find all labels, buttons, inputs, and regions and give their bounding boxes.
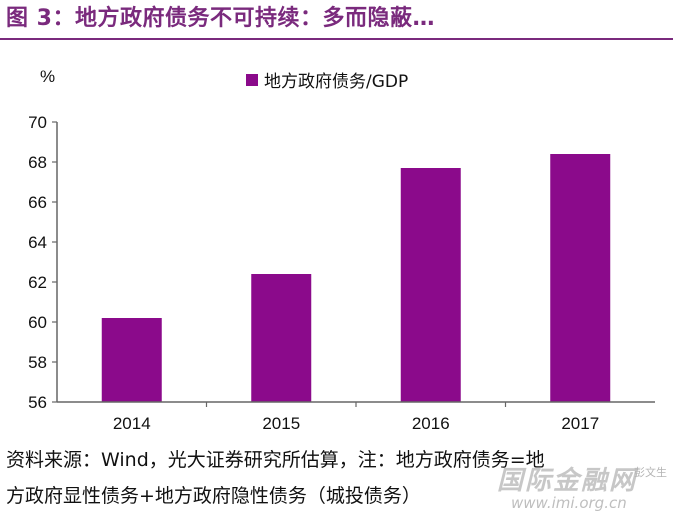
source-line-2: 方政府显性债务+地方政府隐性债务（城投债务） [6,485,421,507]
bar-2014 [101,318,162,402]
chart-legend: 地方政府债务/GDP [246,72,408,92]
legend-swatch [246,74,258,86]
x-tick-label: 2017 [561,414,599,433]
x-tick-label: 2014 [113,414,151,433]
figure-title: 图 3：地方政府债务不可持续：多而隐蔽… [6,6,435,31]
y-tick-label: 56 [28,393,47,412]
watermark-url: www.imi.org.cn [511,494,627,512]
bar-2017 [550,154,611,402]
bars [101,154,611,402]
y-tick-label: 58 [28,353,47,372]
y-axis-ticks: 56 58 60 62 64 66 68 70 [28,113,57,412]
legend-label: 地方政府债务/GDP [264,72,408,92]
y-axis-unit-label: % [40,67,55,86]
y-tick-label: 66 [28,193,47,212]
y-tick-label: 60 [28,313,47,332]
watermark-badge: 彭文生 [634,466,667,479]
x-tick-label: 2015 [262,414,300,433]
y-tick-label: 68 [28,153,47,172]
y-tick-label: 70 [28,113,47,132]
source-note: 资料来源：Wind，光大证券研究所估算，注：地方政府债务=地 方政府显性债务+地… [6,442,666,514]
watermark-name: 国际金融网 [497,466,638,496]
source-line-1: 资料来源：Wind，光大证券研究所估算，注：地方政府债务=地 [6,449,545,471]
title-bar: 图 3：地方政府债务不可持续：多而隐蔽… [0,0,673,40]
x-tick-label: 2016 [412,414,450,433]
bar-2016 [400,168,461,402]
y-tick-label: 64 [28,233,47,252]
x-axis-ticks: 2014 2015 2016 2017 [113,402,599,433]
bar-2015 [251,274,312,402]
y-tick-label: 62 [28,273,47,292]
watermark: 国际金融网 彭文生 www.imi.org.cn [497,460,667,516]
